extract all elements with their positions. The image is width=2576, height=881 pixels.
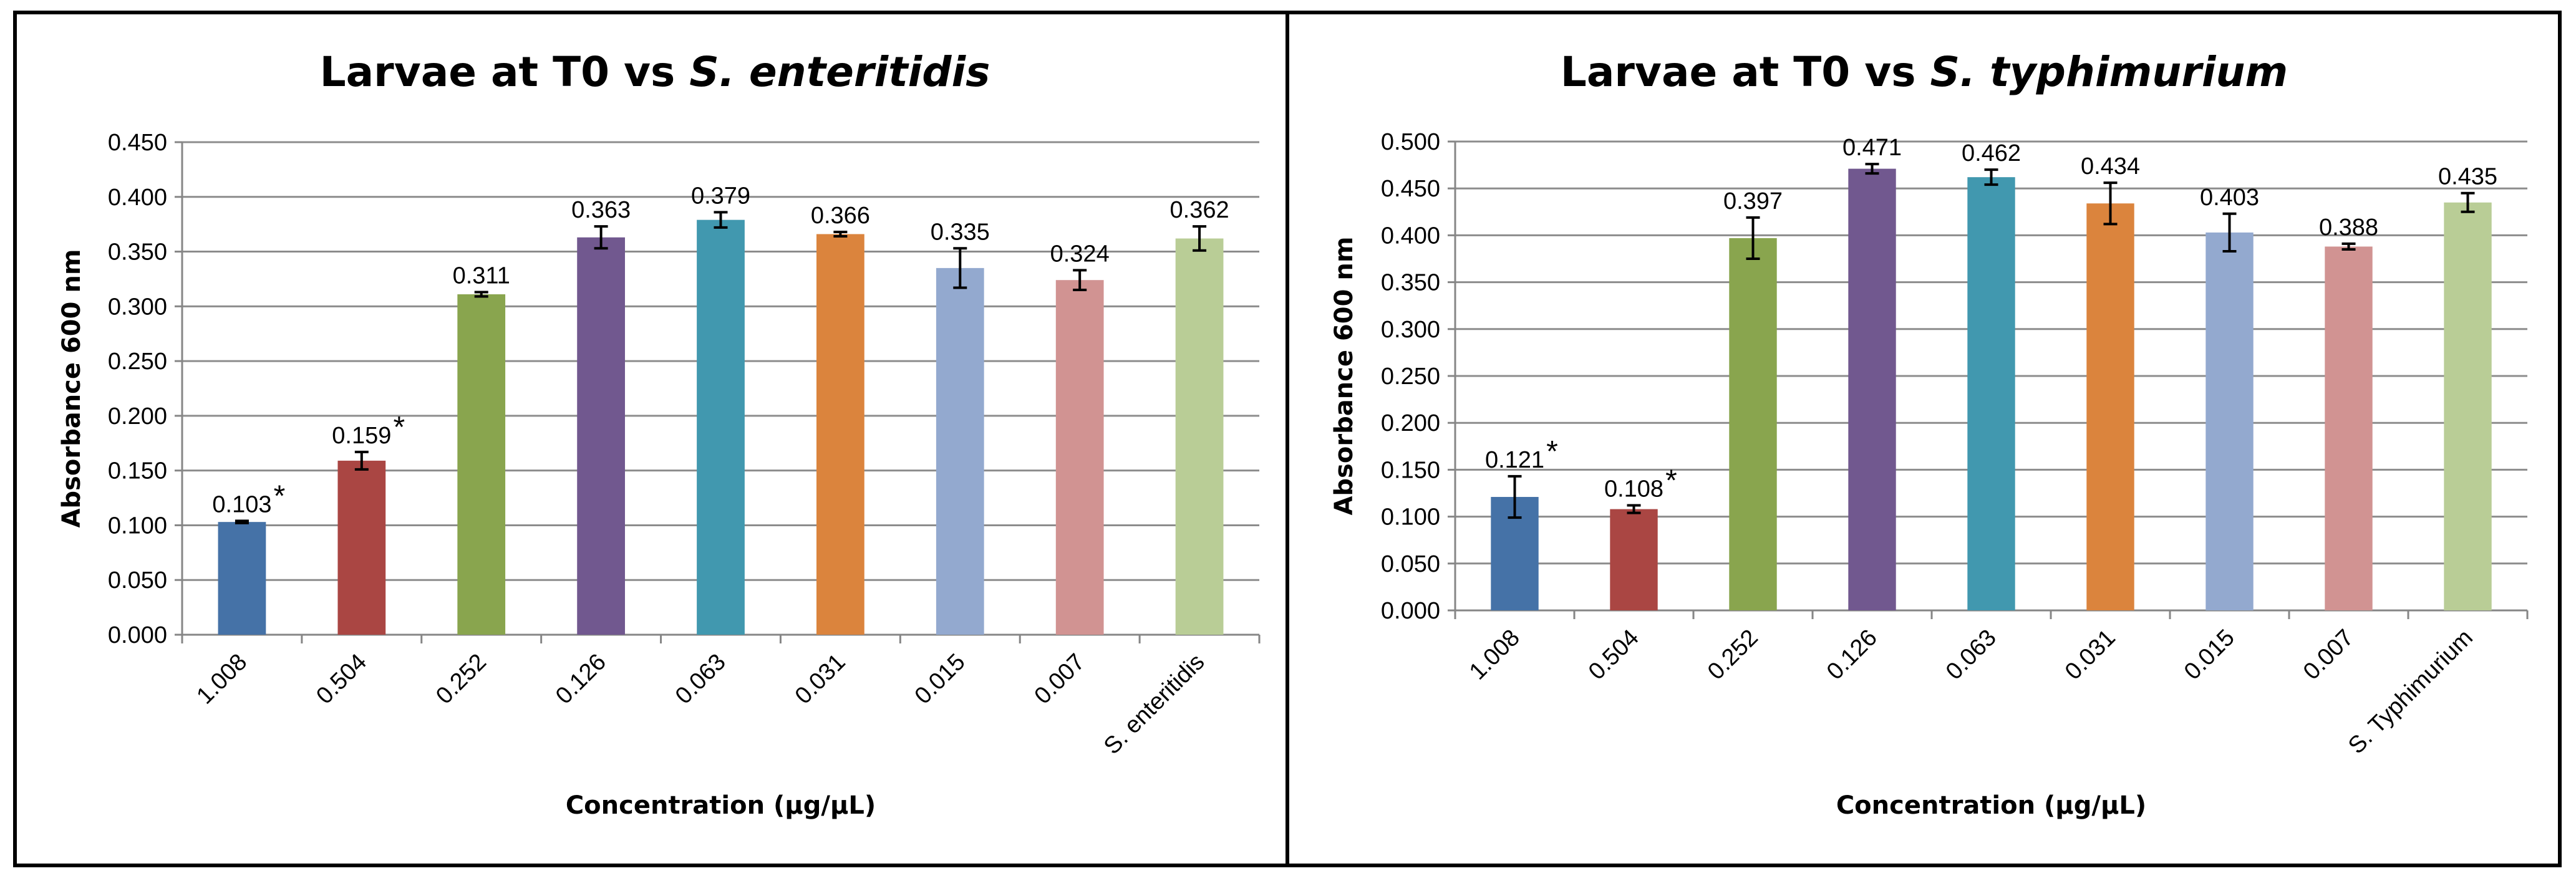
data-label: 0.397 (1723, 188, 1783, 214)
data-label: 0.388 (2319, 214, 2378, 241)
y-tick-label: 0.300 (1381, 317, 1440, 343)
bar (457, 294, 506, 635)
bar (1055, 280, 1104, 635)
panel-border-right (1286, 11, 2562, 867)
bar (1967, 177, 2015, 611)
bar (577, 237, 625, 635)
y-tick-label: 0.200 (108, 403, 167, 430)
data-label: 0.324 (1050, 241, 1110, 267)
data-label: 0.363 (571, 197, 631, 223)
chart-title-italic: S. enteritidis (689, 48, 990, 96)
data-label: 0.335 (931, 219, 990, 245)
data-label: 0.471 (1842, 135, 1902, 161)
y-tick-label: 0.150 (1381, 457, 1440, 483)
data-label: 0.462 (1962, 140, 2021, 166)
bar (816, 234, 864, 635)
significance-marker: * (274, 479, 286, 513)
data-label: 0.435 (2438, 164, 2497, 190)
chart-title-italic: S. typhimurium (1930, 48, 2288, 96)
y-tick-label: 0.100 (108, 513, 167, 539)
data-label: 0.121 (1485, 447, 1544, 473)
bar (2206, 232, 2254, 610)
y-tick-label: 0.000 (108, 622, 167, 648)
y-tick-label: 0.250 (1381, 363, 1440, 390)
y-tick-label: 0.400 (1381, 223, 1440, 249)
y-tick-label: 0.300 (108, 294, 167, 320)
chart-title-plain: Larvae at T0 vs (1561, 48, 1930, 96)
bar (2325, 246, 2373, 610)
data-label: 0.103 (212, 491, 271, 518)
y-tick-label: 0.450 (108, 130, 167, 156)
x-axis-title: Concentration (µg/µL) (566, 791, 876, 820)
data-label: 0.362 (1170, 197, 1229, 223)
y-tick-label: 0.000 (1381, 598, 1440, 624)
bar (1729, 238, 1777, 610)
chart-title: Larvae at T0 vs S. typhimurium (1561, 48, 2288, 96)
significance-marker: * (393, 411, 405, 444)
chart-title: Larvae at T0 vs S. enteritidis (320, 48, 990, 96)
bar (2444, 202, 2492, 610)
bar (697, 219, 745, 635)
y-tick-label: 0.450 (1381, 176, 1440, 202)
significance-marker: * (1665, 465, 1677, 498)
bar (2086, 203, 2134, 610)
bar (218, 522, 266, 635)
y-axis-title: Absorbance 600 nm (57, 249, 86, 527)
y-tick-label: 0.500 (1381, 129, 1440, 155)
y-tick-label: 0.400 (108, 185, 167, 211)
bar (1175, 238, 1224, 635)
y-tick-label: 0.100 (1381, 504, 1440, 531)
chart-enteritidis: Larvae at T0 vs S. enteritidis 0.000 0.050… (57, 48, 1261, 820)
y-tick-label: 0.200 (1381, 410, 1440, 436)
significance-marker: * (1546, 435, 1558, 468)
y-tick-label: 0.150 (108, 458, 167, 484)
data-label: 0.366 (811, 203, 870, 229)
y-tick-label: 0.350 (108, 239, 167, 266)
data-label: 0.434 (2081, 153, 2140, 180)
bar (1848, 168, 1896, 611)
chart-title-plain: Larvae at T0 vs (320, 48, 690, 96)
x-axis-title: Concentration (µg/µL) (1836, 791, 2146, 820)
data-label: 0.108 (1604, 476, 1663, 503)
data-label: 0.311 (453, 263, 510, 289)
bar (936, 267, 984, 635)
data-label: 0.379 (691, 183, 750, 209)
data-label: 0.403 (2200, 185, 2259, 211)
bar (1610, 509, 1658, 610)
y-tick-label: 0.350 (1381, 270, 1440, 296)
y-axis-title: Absorbance 600 nm (1330, 236, 1358, 515)
y-tick-label: 0.250 (108, 349, 167, 375)
bar (337, 460, 386, 635)
y-tick-label: 0.050 (108, 567, 167, 594)
y-tick-label: 0.050 (1381, 551, 1440, 577)
data-label: 0.159 (332, 423, 391, 449)
